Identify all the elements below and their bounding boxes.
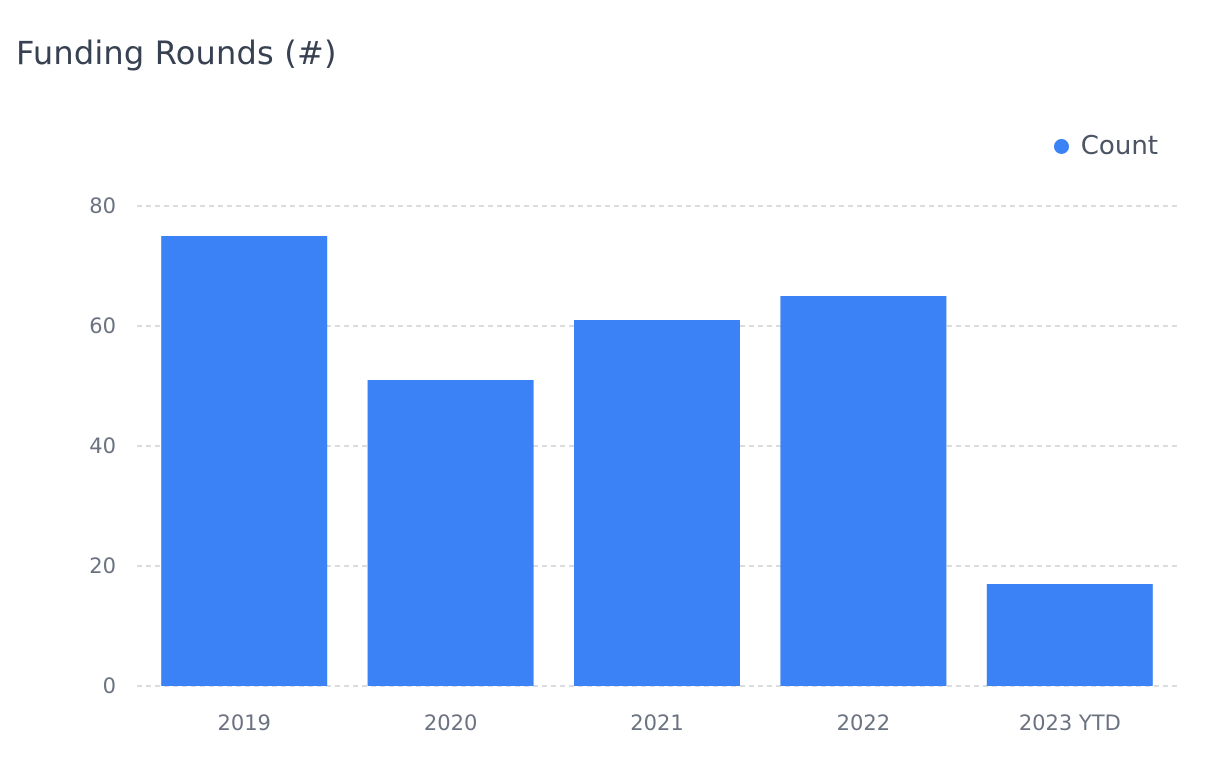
x-tick-label-2021: 2021 (630, 711, 683, 735)
y-axis-ticks: 0 20 40 60 80 (89, 194, 116, 698)
x-tick-label-2020: 2020 (424, 711, 477, 735)
x-tick-label-2022: 2022 (837, 711, 890, 735)
x-tick-label-2023-ytd: 2023 YTD (1019, 711, 1121, 735)
x-tick-label-2019: 2019 (217, 711, 270, 735)
bar-2023-ytd[interactable] (986, 584, 1153, 686)
bar-2019[interactable] (161, 236, 328, 686)
legend-swatch-count (1053, 138, 1069, 154)
y-tick-label-20: 20 (89, 554, 116, 578)
bar-2021[interactable] (574, 320, 740, 686)
bar-2020[interactable] (367, 380, 534, 686)
y-tick-label-40: 40 (89, 434, 116, 458)
bar-2022[interactable] (780, 296, 947, 686)
legend: Count (1053, 131, 1158, 161)
y-tick-label-80: 80 (89, 194, 116, 218)
bars (161, 236, 1153, 686)
x-axis-ticks: 2019 2020 2021 2022 2023 YTD (217, 711, 1120, 735)
legend-label-count: Count (1080, 131, 1158, 161)
chart-title: Funding Rounds (#) (16, 34, 337, 72)
y-tick-label-60: 60 (89, 314, 116, 338)
y-tick-label-0: 0 (103, 674, 116, 698)
